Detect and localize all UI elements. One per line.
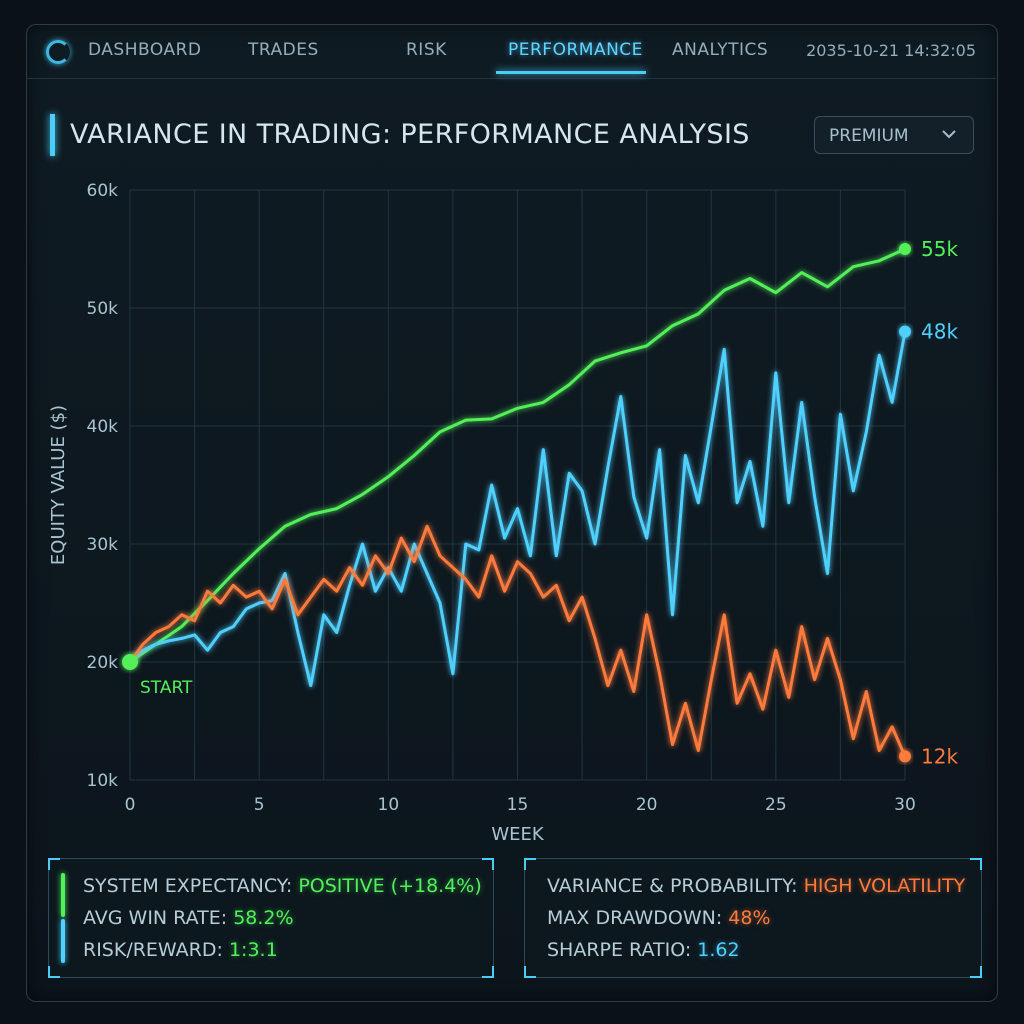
stat-label: AVG WIN RATE: [83, 907, 234, 929]
y-tick-label: 40k [87, 417, 119, 437]
plan-select[interactable]: PREMIUM [814, 116, 974, 154]
x-tick-label: 30 [894, 795, 916, 815]
stat-label: SYSTEM EXPECTANCY: [83, 875, 299, 897]
start-label: START [140, 678, 193, 698]
series-end-label-1: 48k [921, 320, 958, 344]
stat-value: 58.2% [233, 907, 294, 929]
app-logo-icon[interactable] [46, 40, 70, 64]
nav-dashboard[interactable]: DASHBOARD [88, 40, 202, 60]
series-end-label-2: 12k [921, 744, 958, 768]
system-stats-panel: SYSTEM EXPECTANCY: POSITIVE (+18.4%) AVG… [48, 858, 494, 978]
y-tick-label: 30k [87, 535, 119, 555]
variance-stats-panel: VARIANCE & PROBABILITY: HIGH VOLATILITY … [524, 858, 982, 978]
stat-value: 1.62 [697, 939, 740, 961]
x-axis-title: WEEK [491, 824, 545, 845]
chevron-down-icon [942, 130, 956, 139]
app-frame [26, 24, 998, 1002]
y-tick-label: 60k [87, 181, 119, 201]
active-tab-indicator [496, 71, 646, 74]
stat-value: 48% [728, 907, 771, 929]
x-tick-label: 15 [507, 795, 529, 815]
stat-system-expectancy: SYSTEM EXPECTANCY: POSITIVE (+18.4%) [83, 875, 482, 897]
stat-label: MAX DRAWDOWN: [547, 907, 729, 929]
x-tick-label: 20 [636, 795, 658, 815]
series-end-point-1 [899, 325, 911, 338]
y-tick-label: 20k [87, 653, 119, 673]
series-line-0 [128, 247, 907, 664]
accent-green [61, 873, 65, 917]
stat-variance-probability: VARIANCE & PROBABILITY: HIGH VOLATILITY [547, 875, 965, 897]
x-tick-label: 5 [254, 795, 265, 815]
series-end-point-0 [899, 243, 911, 255]
plan-select-value: PREMIUM [829, 126, 909, 146]
y-axis-title: EQUITY VALUE ($) [48, 405, 69, 565]
timestamp: 2035-10-21 14:32:05 [806, 41, 976, 60]
x-tick-label: 25 [765, 795, 787, 815]
top-nav: DASHBOARD TRADES RISK PERFORMANCE ANALYT… [26, 24, 996, 79]
series-line-2 [128, 524, 907, 758]
stat-label: SHARPE RATIO: [547, 939, 698, 961]
stat-label: RISK/REWARD: [83, 939, 229, 961]
nav-analytics[interactable]: ANALYTICS [672, 40, 769, 60]
stat-max-drawdown: MAX DRAWDOWN: 48% [547, 907, 771, 929]
series-end-point-2 [899, 750, 911, 763]
stat-value: 1:3.1 [228, 939, 278, 961]
title-accent [50, 114, 55, 156]
x-tick-label: 0 [125, 795, 136, 815]
nav-risk[interactable]: RISK [406, 40, 447, 60]
accent-blue [61, 919, 65, 963]
stat-value: HIGH VOLATILITY [803, 875, 966, 897]
x-tick-label: 10 [378, 795, 400, 815]
stat-avg-win-rate: AVG WIN RATE: 58.2% [83, 907, 294, 929]
series-end-label-0: 55k [921, 237, 958, 261]
stat-label: VARIANCE & PROBABILITY: [547, 875, 804, 897]
stat-sharpe-ratio: SHARPE RATIO: 1.62 [547, 939, 740, 961]
stat-risk-reward: RISK/REWARD: 1:3.1 [83, 939, 278, 961]
nav-performance[interactable]: PERFORMANCE [508, 40, 643, 60]
y-tick-label: 10k [87, 771, 119, 791]
stat-value: POSITIVE (+18.4%) [298, 875, 482, 897]
series-line-1 [128, 330, 907, 688]
page-title: VARIANCE IN TRADING: PERFORMANCE ANALYSI… [70, 119, 750, 150]
nav-trades[interactable]: TRADES [248, 40, 319, 60]
y-tick-label: 50k [87, 299, 119, 319]
start-point [122, 654, 138, 670]
